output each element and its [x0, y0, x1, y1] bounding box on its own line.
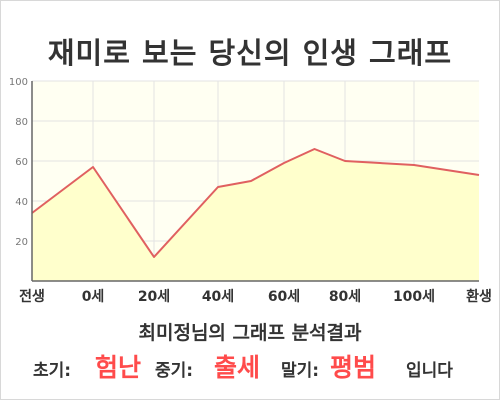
- series-line: [31, 148, 480, 258]
- result-suffix: 입니다: [406, 361, 453, 381]
- early-value: 험난: [95, 353, 142, 382]
- y-tick-label: 100: [9, 77, 28, 88]
- x-tick-label: 100세: [393, 289, 435, 305]
- y-tick-label: 20: [15, 237, 28, 248]
- early-label: 초기:: [33, 361, 72, 381]
- analysis-result-row: 초기: 험난 중기: 출세 말기: 평범 입니다: [0, 346, 500, 382]
- life-graph-chart: 100 80 60 40 20 전생 0세 20세 40세 60세 80세 100세 환생: [9, 77, 492, 305]
- late-value: 평범: [330, 353, 377, 382]
- middle-value: 출세: [214, 353, 261, 382]
- chart-title: 재미로 보는 당신의 인생 그래프: [47, 36, 453, 70]
- x-tick-label: 환생: [466, 288, 492, 305]
- y-tick-label: 80: [15, 117, 28, 128]
- late-label: 말기:: [281, 361, 320, 381]
- middle-label: 중기:: [155, 361, 194, 381]
- x-tick-label: 40세: [202, 289, 234, 305]
- x-tick-label: 20세: [138, 289, 170, 305]
- analysis-caption: 최미정님의 그래프 분석결과: [138, 322, 362, 344]
- series-area: [32, 149, 479, 281]
- y-tick-label: 40: [15, 197, 28, 208]
- x-tick-label: 80세: [329, 289, 361, 305]
- x-tick-label: 60세: [268, 289, 300, 305]
- x-tick-label: 0세: [82, 289, 105, 305]
- x-tick-label: 전생: [19, 288, 45, 305]
- y-tick-label: 60: [15, 157, 28, 168]
